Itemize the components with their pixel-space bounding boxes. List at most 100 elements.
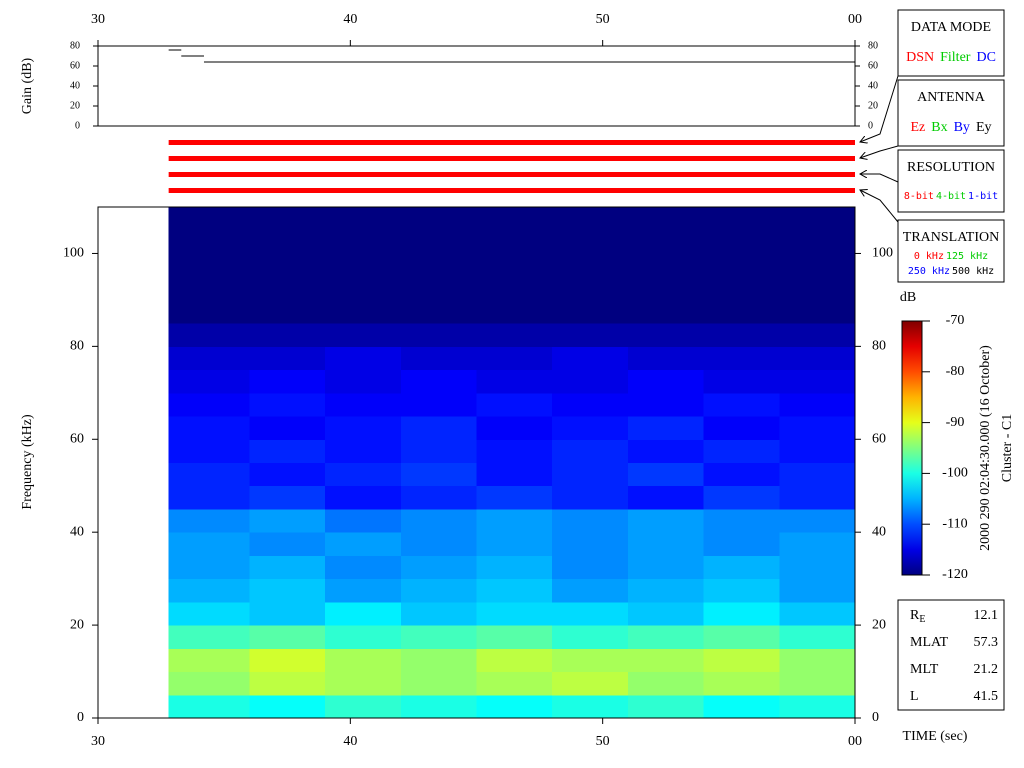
legend-line: 8-bit 4-bit 1-bit bbox=[904, 191, 998, 202]
spectrogram-cell bbox=[476, 299, 553, 324]
spectrogram-cell bbox=[249, 648, 326, 673]
spectrogram-cell bbox=[552, 694, 629, 719]
spectrogram-cell bbox=[476, 253, 553, 278]
y-tick-label: 80 bbox=[70, 339, 84, 354]
spectrogram-cell bbox=[476, 230, 553, 254]
spectrogram-cell bbox=[779, 462, 856, 487]
spectrogram-cell bbox=[249, 694, 326, 719]
y-axis-label: Frequency (kHz) bbox=[20, 414, 35, 510]
spectrogram-cell bbox=[552, 369, 629, 394]
spectrogram-cell bbox=[703, 253, 780, 278]
spectrogram-cell bbox=[552, 230, 629, 254]
arrows bbox=[860, 75, 899, 223]
spectrogram-cell bbox=[627, 207, 705, 231]
spectrogram-cell bbox=[249, 207, 326, 231]
x-tick-label: 40 bbox=[343, 12, 357, 27]
spectrogram-cell bbox=[476, 439, 553, 463]
gain-frame bbox=[97, 45, 856, 127]
spectrogram-cell bbox=[249, 578, 326, 603]
orbit-label-main: R bbox=[910, 608, 920, 623]
y-tick-label: 60 bbox=[868, 60, 878, 71]
spectrogram-cell bbox=[325, 485, 402, 510]
y-tick-label: 0 bbox=[868, 120, 873, 131]
spectrogram-cell bbox=[779, 485, 856, 510]
spectrogram-cell bbox=[552, 625, 629, 649]
spectrogram-cell bbox=[400, 671, 477, 696]
spectrogram-cell bbox=[168, 625, 250, 649]
spectrogram-cell bbox=[249, 392, 326, 417]
spectrogram-cell bbox=[325, 230, 402, 254]
spectrogram-cell bbox=[476, 462, 553, 487]
spectrogram-cell bbox=[703, 299, 780, 324]
spectrogram-cell bbox=[400, 648, 477, 673]
spectrogram-cell bbox=[703, 555, 780, 580]
spectrogram-cell bbox=[779, 392, 856, 417]
arrow bbox=[860, 145, 899, 158]
spectrogram-cell bbox=[703, 578, 780, 603]
status-bar bbox=[168, 188, 856, 193]
arrow bbox=[860, 75, 899, 142]
spectrogram-cell bbox=[400, 346, 477, 371]
colorbar-tick-label: -120 bbox=[942, 567, 968, 582]
spectrogram-cell bbox=[476, 671, 553, 696]
spectrogram-cell bbox=[779, 323, 856, 347]
spectrogram-cell bbox=[779, 253, 856, 278]
spectrogram-cell bbox=[627, 392, 705, 417]
spectrogram-cell bbox=[476, 416, 553, 440]
spectrogram-cell bbox=[703, 392, 780, 417]
spectrogram-cell bbox=[168, 694, 250, 719]
spectrogram-cell bbox=[779, 346, 856, 371]
spectrogram-cell bbox=[476, 369, 553, 394]
status-bar bbox=[168, 140, 856, 145]
spectrogram-cell bbox=[325, 671, 402, 696]
spectrogram-cell bbox=[552, 392, 629, 417]
legend-box bbox=[897, 219, 1005, 283]
spectrogram-cell bbox=[168, 578, 250, 603]
colorbar-tick-label: -90 bbox=[946, 415, 965, 430]
legend-line: 250 kHz 500 kHz bbox=[908, 266, 994, 277]
spectrogram-cell bbox=[400, 578, 477, 603]
spectrogram-cell bbox=[325, 462, 402, 487]
x-tick-label: 50 bbox=[596, 734, 610, 749]
spectrogram-cell bbox=[552, 346, 629, 371]
spectrogram-cell bbox=[627, 578, 705, 603]
spectrogram-cell bbox=[552, 485, 629, 510]
y-tick-label: 60 bbox=[872, 431, 886, 446]
spectrogram-cell bbox=[249, 532, 326, 556]
spectrogram-cell bbox=[627, 694, 705, 719]
spectrogram-cell bbox=[249, 276, 326, 301]
spectrogram-cell bbox=[703, 625, 780, 649]
spectrogram-cell bbox=[400, 230, 477, 254]
spectrogram-cell bbox=[627, 369, 705, 394]
y-tick-label: 40 bbox=[872, 524, 886, 539]
spectrogram-cell bbox=[400, 392, 477, 417]
spectrogram-cell bbox=[168, 601, 250, 626]
spacecraft: Cluster - C1 bbox=[1000, 414, 1015, 482]
spectrogram-cell bbox=[703, 439, 780, 463]
legend-item: DSN bbox=[906, 50, 934, 65]
legend-item: Ez bbox=[910, 120, 925, 135]
orbit-label: L bbox=[910, 689, 919, 704]
spectrogram-cell bbox=[168, 276, 250, 301]
spectrogram-cell bbox=[168, 346, 250, 371]
legend-item: 125 kHz bbox=[946, 251, 988, 262]
spectrogram-cell bbox=[476, 555, 553, 580]
spectrogram-cell bbox=[703, 323, 780, 347]
spectrogram bbox=[168, 207, 856, 719]
spectrogram-cell bbox=[779, 625, 856, 649]
spectrogram-cell bbox=[168, 508, 250, 533]
spectrogram-cell bbox=[779, 694, 856, 719]
spectrogram-cell bbox=[476, 346, 553, 371]
spectrogram-cell bbox=[779, 601, 856, 626]
spectrogram-cell bbox=[249, 323, 326, 347]
spectrogram-cell bbox=[476, 648, 553, 673]
spectrogram-cell bbox=[400, 207, 477, 231]
legend-item: 0 kHz bbox=[914, 251, 944, 262]
spectrogram-cell bbox=[400, 369, 477, 394]
orbit-label: MLAT bbox=[910, 635, 949, 650]
spectrogram-cell bbox=[249, 230, 326, 254]
spectrogram-cell bbox=[168, 671, 250, 696]
spectrogram-cell bbox=[325, 601, 402, 626]
spectrogram-cell bbox=[476, 625, 553, 649]
